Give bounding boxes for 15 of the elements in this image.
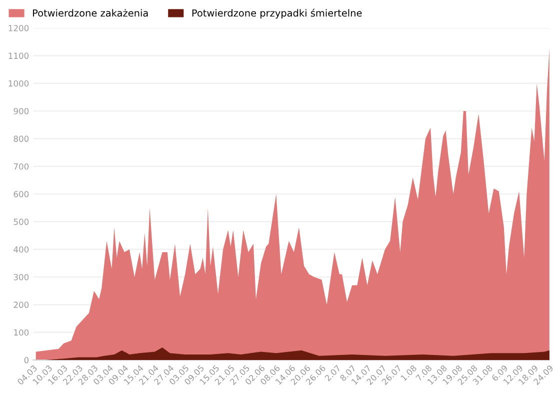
legend-label: Potwierdzone przypadki śmiertelne	[192, 8, 362, 19]
y-tick-label: 0	[24, 356, 29, 364]
y-tick-label: 400	[14, 246, 29, 253]
y-tick-label: 600	[14, 190, 29, 198]
y-tick-label: 300	[14, 274, 29, 280]
y-tick-label: 1100	[8, 52, 29, 59]
y-tick-label: 900	[14, 108, 29, 114]
y-tick-label: 200	[14, 302, 29, 308]
y-tick-label: 500	[14, 218, 29, 225]
y-tick-label: 800	[14, 136, 29, 142]
y-tick-label: 1200	[8, 24, 29, 32]
legend-label: Potwierdzone zakażenia	[33, 9, 148, 17]
y-tick-label: 1000	[8, 80, 29, 87]
y-tick-label: 100	[14, 329, 29, 336]
y-tick-label: 700	[14, 163, 29, 170]
